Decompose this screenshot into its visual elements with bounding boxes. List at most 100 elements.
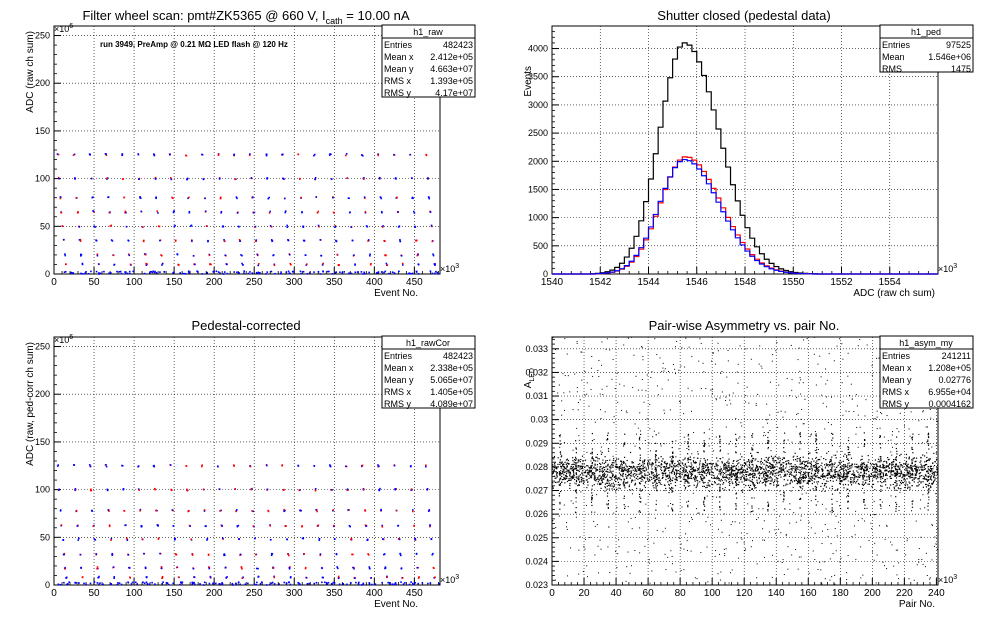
asym-point xyxy=(884,467,885,468)
asym-point xyxy=(803,472,804,473)
asym-point xyxy=(617,373,618,374)
asym-point xyxy=(718,573,719,574)
asym-point xyxy=(644,467,645,468)
raw-point xyxy=(128,254,130,256)
asym-point xyxy=(828,481,829,482)
asym-point xyxy=(596,479,597,480)
corrected-point xyxy=(168,584,170,586)
corrected-point xyxy=(320,553,322,555)
corrected-point xyxy=(233,464,235,466)
asym-point xyxy=(699,464,700,465)
corrected-point xyxy=(316,582,318,584)
raw-x-tick-label: 50 xyxy=(88,277,100,288)
asym-point xyxy=(648,460,649,461)
asym-point xyxy=(754,497,755,498)
corrected-point xyxy=(256,582,258,584)
asym-point xyxy=(566,473,567,474)
asym-point xyxy=(669,487,670,488)
asym-point xyxy=(616,489,617,490)
asym-point xyxy=(738,364,739,365)
asym-point xyxy=(604,486,605,487)
asym-point xyxy=(860,546,861,547)
corrected-point xyxy=(322,577,324,579)
stats-row-label: Mean x xyxy=(384,52,414,62)
asym-point xyxy=(582,467,583,468)
asym-x-tick-label: 160 xyxy=(800,588,817,599)
corrected-point xyxy=(401,567,403,569)
corrected-point xyxy=(187,490,189,492)
asym-point xyxy=(649,428,650,429)
corrected-point xyxy=(136,583,138,585)
asym-point xyxy=(788,472,789,473)
corrected-point xyxy=(413,525,415,527)
asym-point xyxy=(695,481,696,482)
asym-point xyxy=(862,488,863,489)
asym-point xyxy=(699,481,700,482)
asym-point xyxy=(789,503,790,504)
asym-point xyxy=(658,394,659,395)
asym-point xyxy=(745,470,746,471)
raw-point xyxy=(145,254,147,256)
corrected-point xyxy=(131,583,133,585)
asym-point xyxy=(637,466,638,467)
asym-point xyxy=(581,479,582,480)
asym-point xyxy=(748,460,749,461)
asym-point xyxy=(850,482,851,483)
corrected-point xyxy=(117,582,119,584)
asym-point xyxy=(830,558,831,559)
asym-point xyxy=(616,507,617,508)
asym-point xyxy=(626,411,627,412)
asym-point xyxy=(675,346,676,347)
asym-point xyxy=(676,465,677,466)
asym-point xyxy=(854,481,855,482)
asym-point xyxy=(791,475,792,476)
asym-point xyxy=(695,577,696,578)
asym-point xyxy=(741,537,742,538)
asym-point xyxy=(877,428,878,429)
asym-point xyxy=(645,487,646,488)
asym-point xyxy=(919,548,920,549)
raw-point xyxy=(100,273,102,275)
asym-point xyxy=(936,452,937,453)
corrected-point xyxy=(282,464,284,466)
asym-point xyxy=(578,479,579,480)
asym-point xyxy=(892,474,893,475)
asym-point xyxy=(664,443,665,444)
asym-point xyxy=(821,582,822,583)
asym-point xyxy=(643,359,644,360)
asym-point xyxy=(876,358,877,359)
asym-point xyxy=(843,402,844,403)
asym-point xyxy=(746,478,747,479)
asym-point xyxy=(578,459,579,460)
asym-point xyxy=(620,475,621,476)
asym-x-tick-label: 200 xyxy=(864,588,881,599)
asym-point xyxy=(720,580,721,581)
raw-point xyxy=(363,178,365,180)
raw-point xyxy=(431,273,433,275)
asym-point xyxy=(755,470,756,471)
asym-point xyxy=(722,484,723,485)
asym-point xyxy=(835,474,836,475)
asym-point xyxy=(862,468,863,469)
asym-point xyxy=(843,475,844,476)
asym-point xyxy=(850,479,851,480)
asym-point xyxy=(555,527,556,528)
asym-point xyxy=(613,456,614,457)
asym-point xyxy=(936,421,937,422)
asym-point xyxy=(841,473,842,474)
raw-point xyxy=(256,272,258,274)
asym-point xyxy=(598,572,599,573)
asym-point xyxy=(625,482,626,483)
asym-point xyxy=(818,477,819,478)
asym-point xyxy=(887,526,888,527)
raw-point xyxy=(306,263,308,265)
raw-point xyxy=(220,197,222,199)
corrected-y-tick-label: 100 xyxy=(35,485,50,495)
raw-point xyxy=(236,271,238,273)
asym-point xyxy=(842,466,843,467)
raw-point xyxy=(155,196,157,198)
asym-point xyxy=(870,523,871,524)
raw-point xyxy=(378,271,380,273)
raw-point xyxy=(193,255,195,257)
asym-point xyxy=(685,464,686,465)
